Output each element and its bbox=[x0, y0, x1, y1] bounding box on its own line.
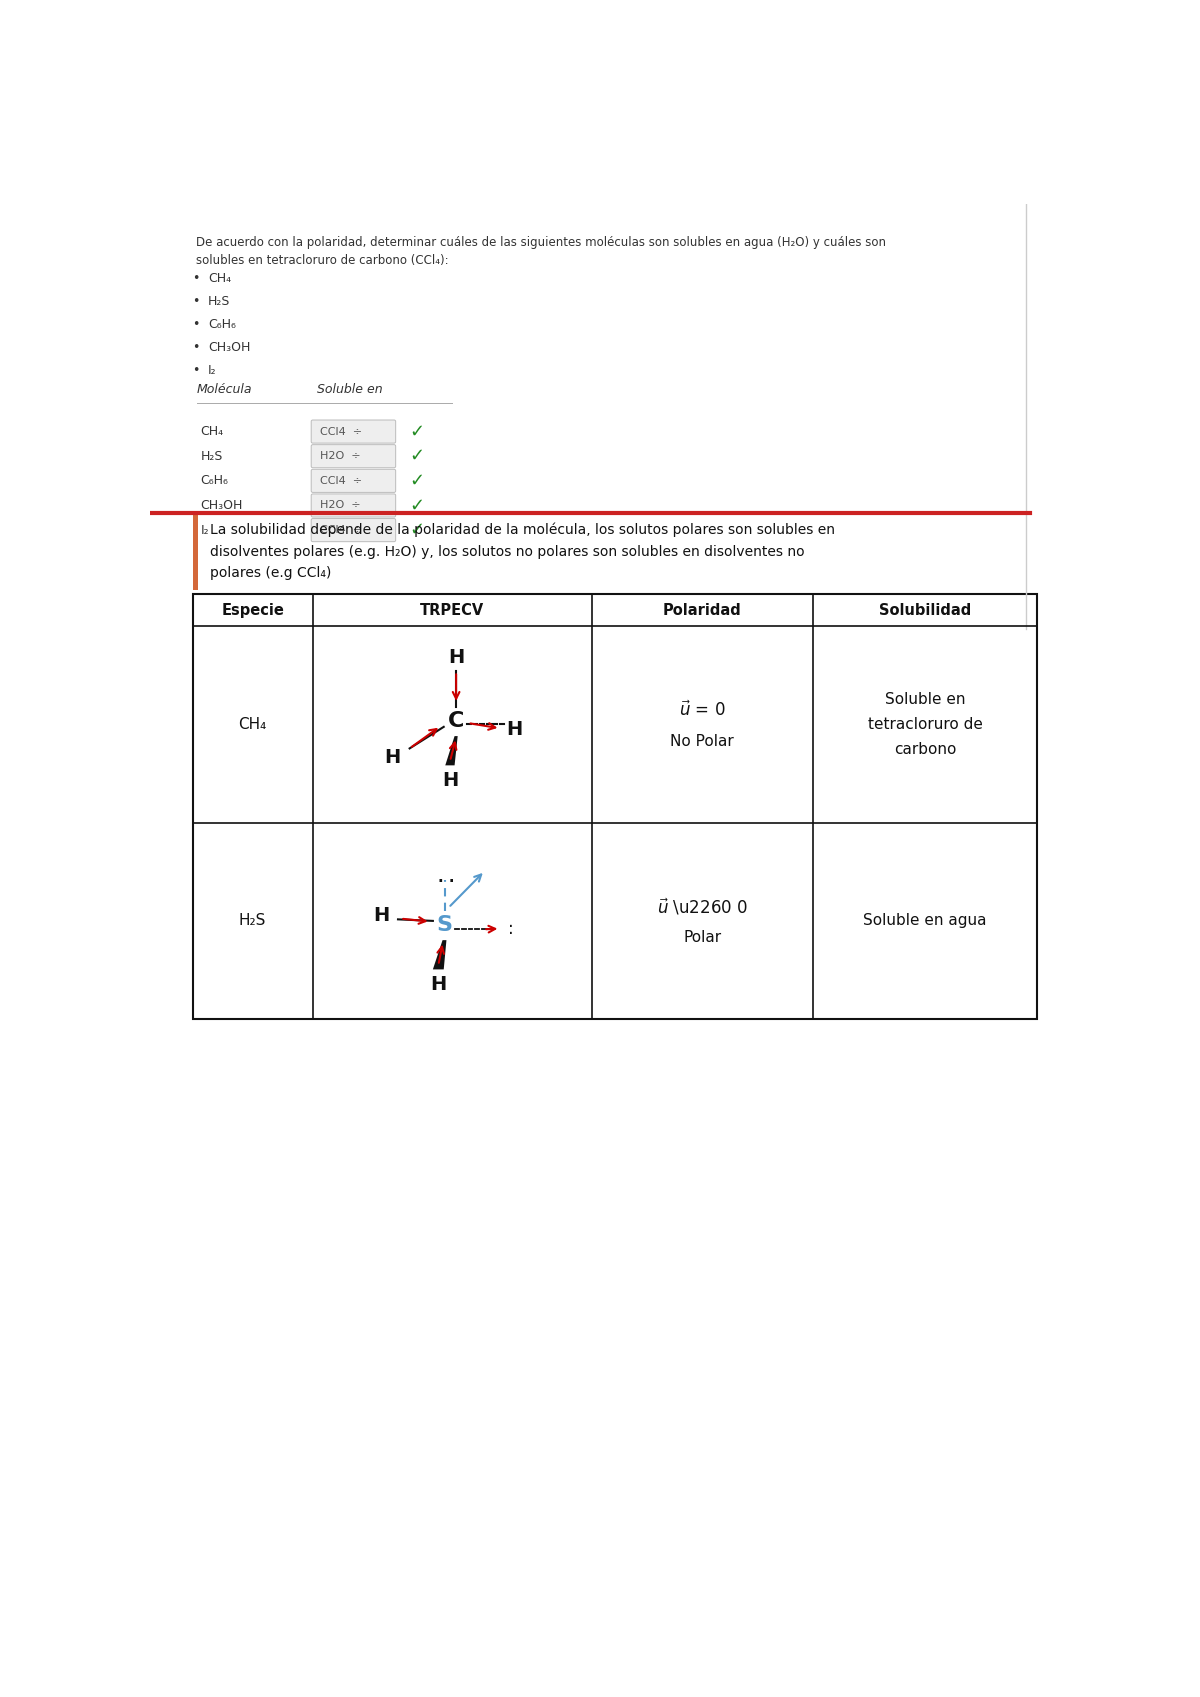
Text: $\vec{u}$ \u2260 0: $\vec{u}$ \u2260 0 bbox=[656, 896, 748, 918]
Text: ✓: ✓ bbox=[409, 521, 425, 540]
Text: H: H bbox=[448, 648, 464, 667]
Text: CCl4  ÷: CCl4 ÷ bbox=[320, 426, 362, 436]
FancyBboxPatch shape bbox=[311, 494, 396, 518]
Text: Solubilidad: Solubilidad bbox=[878, 602, 971, 618]
Polygon shape bbox=[433, 940, 446, 969]
Text: •: • bbox=[193, 272, 200, 285]
Text: CCl4  ÷: CCl4 ÷ bbox=[320, 475, 362, 485]
Text: •: • bbox=[193, 365, 200, 377]
Text: Soluble en
tetracloruro de
carbono: Soluble en tetracloruro de carbono bbox=[868, 692, 983, 757]
Text: H₂S: H₂S bbox=[208, 295, 230, 307]
Text: I₂: I₂ bbox=[200, 524, 209, 536]
Text: ✓: ✓ bbox=[409, 423, 425, 441]
FancyBboxPatch shape bbox=[311, 470, 396, 492]
Text: H₂S: H₂S bbox=[200, 450, 223, 463]
Text: CH₄: CH₄ bbox=[208, 272, 232, 285]
Text: H₂S: H₂S bbox=[239, 913, 266, 928]
Text: Soluble en: Soluble en bbox=[317, 384, 383, 397]
Text: De acuerdo con la polaridad, determinar cuáles de las siguientes moléculas son s: De acuerdo con la polaridad, determinar … bbox=[197, 236, 887, 268]
Text: CCl4  ÷: CCl4 ÷ bbox=[320, 524, 362, 535]
Text: C: C bbox=[448, 711, 464, 731]
Text: C₆H₆: C₆H₆ bbox=[200, 475, 228, 487]
Text: TRPECV: TRPECV bbox=[420, 602, 485, 618]
Text: H: H bbox=[373, 906, 389, 925]
Text: Polaridad: Polaridad bbox=[662, 602, 742, 618]
Text: La solubilidad depende de la polaridad de la molécula, los solutos polares son s: La solubilidad depende de la polaridad d… bbox=[210, 523, 835, 580]
Text: CH₃OH: CH₃OH bbox=[208, 341, 251, 355]
Text: :: : bbox=[508, 920, 514, 938]
Text: •: • bbox=[193, 341, 200, 355]
Text: . .: . . bbox=[438, 869, 455, 884]
Text: Polar: Polar bbox=[683, 930, 721, 945]
Text: No Polar: No Polar bbox=[671, 735, 734, 748]
Text: ✓: ✓ bbox=[409, 472, 425, 490]
Text: H: H bbox=[506, 721, 522, 740]
Text: C₆H₆: C₆H₆ bbox=[208, 317, 236, 331]
Text: ✓: ✓ bbox=[409, 448, 425, 465]
Bar bbox=[193, 594, 1037, 1020]
Text: CH₃OH: CH₃OH bbox=[200, 499, 242, 512]
Text: Especie: Especie bbox=[221, 602, 284, 618]
Text: CH₄: CH₄ bbox=[200, 424, 223, 438]
Text: •: • bbox=[193, 317, 200, 331]
Text: ✓: ✓ bbox=[409, 497, 425, 514]
Text: CH₄: CH₄ bbox=[239, 718, 266, 731]
Text: Molécula: Molécula bbox=[197, 384, 252, 397]
FancyBboxPatch shape bbox=[311, 421, 396, 443]
FancyBboxPatch shape bbox=[311, 519, 396, 541]
Text: H: H bbox=[430, 976, 446, 994]
Text: H2O  ÷: H2O ÷ bbox=[320, 451, 361, 462]
Polygon shape bbox=[445, 736, 457, 765]
Text: H: H bbox=[442, 770, 458, 791]
Text: I₂: I₂ bbox=[208, 365, 217, 377]
Text: H2O  ÷: H2O ÷ bbox=[320, 501, 361, 511]
Text: Soluble en agua: Soluble en agua bbox=[863, 913, 986, 928]
Text: H: H bbox=[384, 748, 401, 767]
Text: S: S bbox=[437, 915, 452, 935]
Bar bbox=[193, 512, 198, 591]
Text: $\vec{u}$ = 0: $\vec{u}$ = 0 bbox=[679, 701, 726, 721]
Text: •: • bbox=[193, 295, 200, 307]
FancyBboxPatch shape bbox=[311, 445, 396, 468]
